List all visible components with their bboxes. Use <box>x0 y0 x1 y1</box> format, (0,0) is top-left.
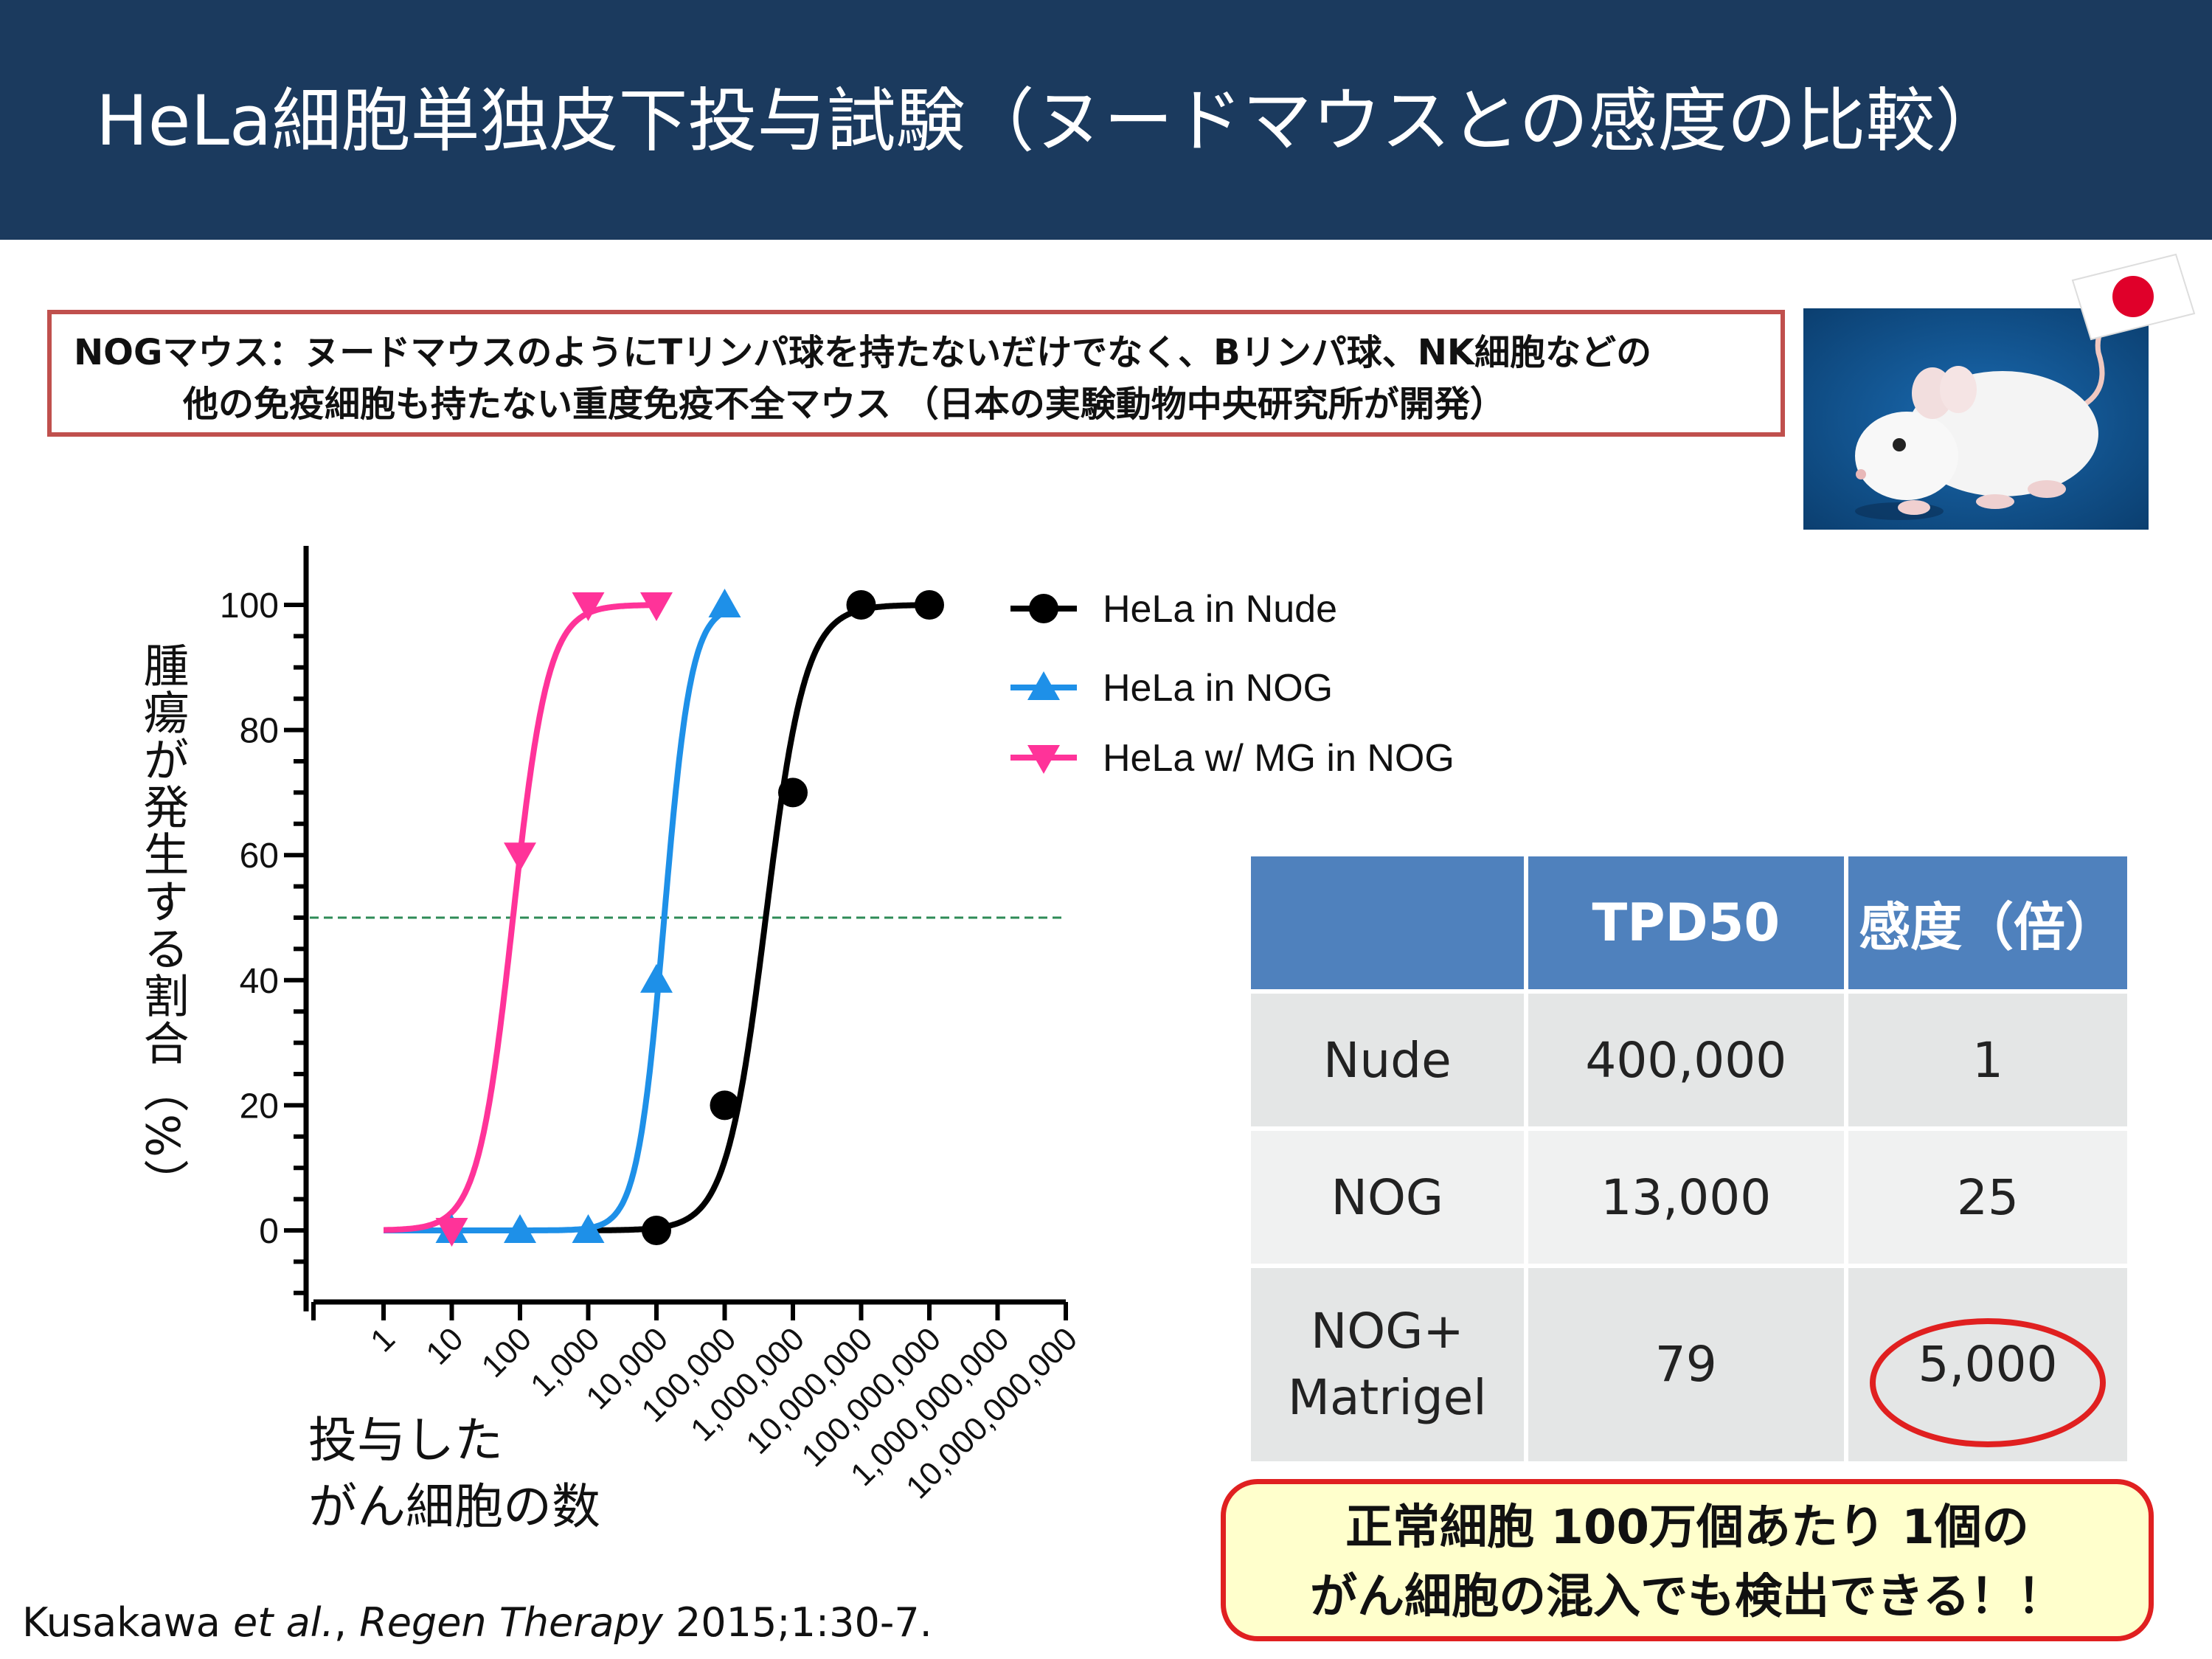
mouse-photo <box>1803 308 2149 530</box>
conclusion-callout: 正常細胞 100万個あたり 1個の がん細胞の混入でも検出できる！！ <box>1221 1479 2154 1641</box>
chart-legend: HeLa in Nude HeLa in NOG HeLa w/ MG in NOG <box>1010 588 1455 780</box>
table-header-tpd50: TPD50 <box>1528 856 1844 989</box>
row-label-line-1: NOG+ <box>1310 1303 1464 1360</box>
y-tick-label: 20 <box>240 1087 279 1126</box>
highlight-circle <box>1870 1318 2106 1447</box>
data-point-marker <box>504 1214 536 1243</box>
x-axis-label-line: がん細胞の数 <box>308 1478 600 1535</box>
fitted-curve <box>384 609 727 1233</box>
y-tick-label: 80 <box>240 712 279 751</box>
x-tick-label: 1 <box>364 1320 402 1359</box>
data-point-marker <box>572 1214 605 1243</box>
table-header-row: TPD50 感度（倍） <box>1251 856 2127 989</box>
x-axis-label: 投与したがん細胞の数 <box>308 1412 600 1535</box>
legend-label: HeLa in Nude <box>1103 588 1337 631</box>
japan-flag-icon <box>2065 251 2198 343</box>
data-point-marker <box>640 592 673 621</box>
table-header-empty <box>1251 856 1524 989</box>
table-row: Nude 400,000 1 <box>1251 994 2127 1126</box>
citation-sep: , <box>333 1599 360 1646</box>
legend-marker <box>1027 671 1060 700</box>
row-tpd50: 400,000 <box>1528 994 1844 1126</box>
sensitivity-table: TPD50 感度（倍） Nude 400,000 1 NOG 13,000 25… <box>1247 852 2132 1466</box>
legend-label: HeLa w/ MG in NOG <box>1103 737 1455 780</box>
data-point-marker <box>572 592 605 621</box>
data-point-marker <box>640 963 673 993</box>
data-point-marker <box>710 1090 740 1121</box>
y-axis-label: 腫瘍が発生する割合（%） <box>136 642 190 1206</box>
data-point-marker <box>846 590 876 620</box>
data-point-marker <box>642 1216 671 1245</box>
nog-description-box: NOGマウス：ヌードマウスのようにTリンパ球を持たないだけでなく、Bリンパ球、N… <box>47 310 1785 437</box>
row-label: NOG <box>1251 1131 1524 1264</box>
data-point-marker <box>915 590 944 620</box>
y-tick-labels: 0 20 40 60 80 100 <box>220 586 279 1251</box>
legend-marker <box>1029 594 1058 623</box>
row-tpd50: 79 <box>1528 1268 1844 1461</box>
x-axis-label-line: 投与した <box>308 1412 503 1469</box>
data-point-marker <box>778 777 808 808</box>
table-row: NOG 13,000 25 <box>1251 1131 2127 1264</box>
callout-line-1: 正常細胞 100万個あたり 1個の <box>1345 1500 2029 1555</box>
data-point-marker <box>708 589 741 617</box>
nog-description-line-2: 他の免疫細胞も持たない重度免疫不全マウス （日本の実験動物中央研究所が開発） <box>183 384 1505 425</box>
header-bar: HeLa細胞単独皮下投与試験（ヌードマウスとの感度の比較） <box>0 0 2212 240</box>
row-sensitivity: 25 <box>1848 1131 2127 1264</box>
table-header-sensitivity: 感度（倍） <box>1848 856 2127 989</box>
legend-label: HeLa in NOG <box>1103 667 1333 710</box>
row-tpd50: 13,000 <box>1528 1131 1844 1264</box>
y-tick-label: 40 <box>240 962 279 1001</box>
citation-journal: Regen Therapy <box>359 1599 663 1646</box>
citation: Kusakawa et al., Regen Therapy 2015;1:30… <box>22 1597 932 1649</box>
data-points <box>435 589 944 1247</box>
legend-marker <box>1027 745 1060 774</box>
row-sensitivity: 1 <box>1848 994 2127 1126</box>
page-title: HeLa細胞単独皮下投与試験（ヌードマウスとの感度の比較） <box>96 81 2005 162</box>
row-label: Nude <box>1251 994 1524 1126</box>
y-tick-label: 0 <box>259 1212 279 1251</box>
data-point-marker <box>504 842 536 872</box>
citation-author: Kusakawa <box>22 1599 234 1646</box>
citation-etal: et al. <box>233 1599 334 1646</box>
nog-description-line-1: NOGマウス：ヌードマウスのようにTリンパ球を持たないだけでなく、Bリンパ球、N… <box>74 332 1652 373</box>
row-label-line-2: Matrigel <box>1288 1369 1487 1426</box>
y-tick-label: 60 <box>240 837 279 876</box>
chart-axes <box>284 546 1068 1320</box>
x-tick-labels: 1 10 1001,00010,000100,0001,000,00010,000,… <box>364 1320 1084 1506</box>
x-tick-label: 10 <box>419 1320 470 1371</box>
data-point-marker <box>435 1218 468 1247</box>
callout-line-2: がん細胞の混入でも検出できる！！ <box>1310 1570 2064 1624</box>
citation-rest: 2015;1:30-7. <box>662 1599 932 1646</box>
row-label: NOG+ Matrigel <box>1251 1268 1524 1461</box>
y-tick-label: 100 <box>220 586 279 626</box>
